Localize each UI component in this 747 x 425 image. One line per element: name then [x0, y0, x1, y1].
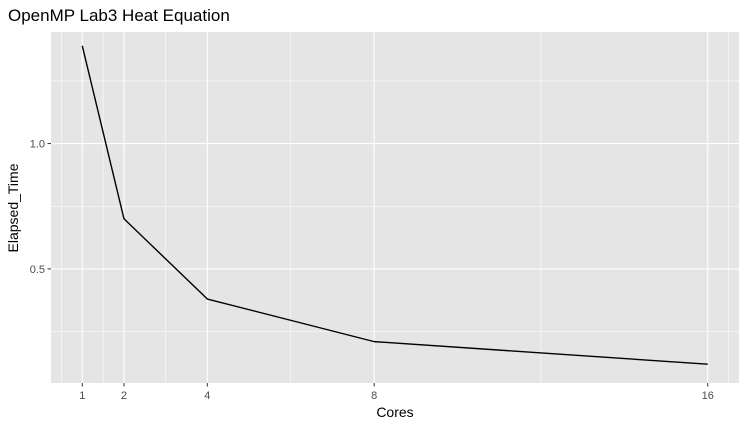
- plot-panel: [51, 32, 739, 383]
- x-tick-label: 2: [121, 390, 127, 402]
- x-axis-title: Cores: [376, 404, 413, 420]
- x-tick-label: 1: [79, 390, 85, 402]
- series-line: [81, 45, 708, 365]
- y-tick-label: 1.0: [30, 139, 45, 151]
- x-tick-label: 8: [371, 390, 377, 402]
- grid-lines: [51, 32, 739, 383]
- chart-title: OpenMP Lab3 Heat Equation: [8, 6, 230, 25]
- data-series: [81, 45, 708, 365]
- y-axis-title: Elapsed_Time: [5, 163, 21, 252]
- axes: 1 2 4 8 16 0.5 1.0: [30, 139, 714, 402]
- x-tick-label: 16: [702, 390, 714, 402]
- x-tick-label: 4: [204, 390, 210, 402]
- y-tick-label: 0.5: [30, 264, 45, 276]
